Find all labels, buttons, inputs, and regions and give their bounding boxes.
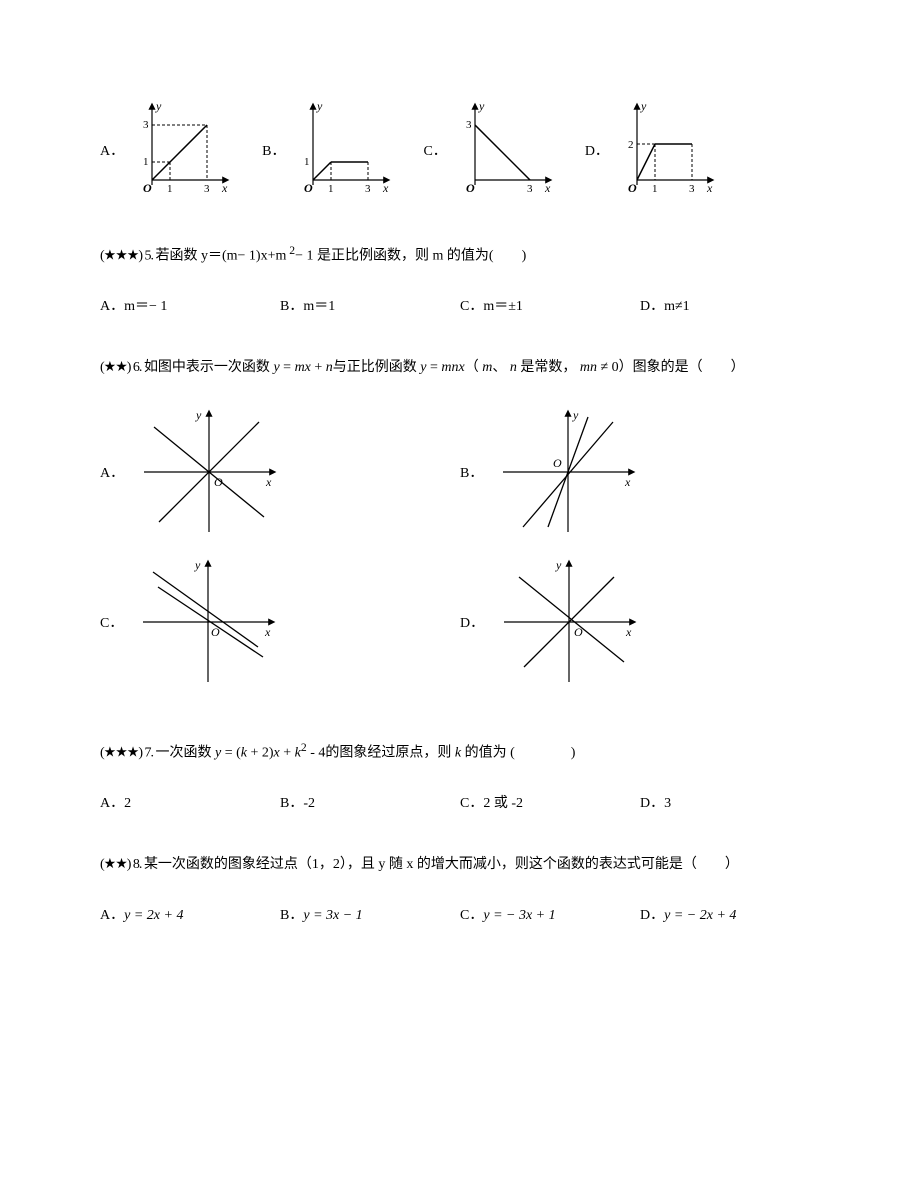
svg-text:1: 1 [167,183,173,195]
svg-text:y: y [316,100,323,113]
q5-answers: A．m＝− 1 B．m＝1 C．m＝±1 D．m≠1 [100,295,820,315]
q8-answers: A．y = 2x + 4 B．y = 3x − 1 C．y = − 3x + 1… [100,904,820,924]
q7-answer-b: B．-2 [280,792,460,812]
svg-text:y: y [155,100,162,113]
q4-option-c: C． 3 3 O x y [423,100,554,200]
q5-sup: 2 [286,244,295,257]
q4-graph-a: 3 1 1 3 O x y [132,100,232,200]
svg-text:x: x [544,181,551,195]
q7-prefix: (★★★) 7. [100,746,155,761]
q7-answer-a: A．2 [100,792,280,812]
svg-text:x: x [624,475,631,489]
q7-text: (★★★) 7. 一次函数 y = (k + 2)x + k2 - 4的图象经过… [100,737,820,767]
svg-text:x: x [706,181,713,195]
q8-body: 某一次函数的图象经过点（1，2），且 y 随 x 的增大而减小，则这个函数的表达… [144,857,739,872]
q8-prefix: (★★) 8. [100,857,144,872]
q7-answers: A．2 B．-2 C．2 或 -2 D．3 [100,792,820,812]
q8-answer-d: D．y = − 2x + 4 [640,904,820,924]
svg-text:O: O [574,625,583,639]
svg-text:y: y [640,100,647,113]
q6-prefix: (★★) 6. [100,360,144,375]
option-letter: D． [460,612,484,632]
q6-option-b: B． O x y [460,407,820,537]
q4-graph-d: 2 1 3 O x y [617,100,717,200]
q6-option-c: C． O x y [100,557,460,687]
q6-text: (★★) 6. 如图中表示一次函数 y = mx + n与正比例函数 y = m… [100,355,820,382]
q8-answer-b: B．y = 3x − 1 [280,904,460,924]
svg-text:1: 1 [652,183,658,195]
q7-answer-c: C．2 或 -2 [460,792,640,812]
q5-text: (★★★) 5. 若函数 y＝(m− 1)x+m 2− 1 是正比例函数，则 m… [100,240,820,270]
option-letter: C． [100,612,123,632]
svg-text:y: y [572,408,579,422]
svg-text:O: O [304,181,313,195]
q6-graph-b: O x y [493,407,643,537]
svg-text:O: O [214,475,223,489]
q5-answer-d: D．m≠1 [640,295,820,315]
q4-options: A． 3 1 1 3 O x y B． [100,100,820,200]
svg-text:y: y [194,558,201,572]
q6-option-d: D． O x y [460,557,820,687]
svg-text:3: 3 [204,183,210,195]
q6-option-a: A． O x y [100,407,460,537]
q7-answer-d: D．3 [640,792,820,812]
q8-answer-a: A．y = 2x + 4 [100,904,280,924]
svg-text:3: 3 [527,183,533,195]
q5-prefix: (★★★) 5. [100,249,155,264]
q4-graph-c: 3 3 O x y [455,100,555,200]
q6-graph-d: O x y [494,557,644,687]
svg-text:2: 2 [628,139,634,151]
q6-options: A． O x y B． O x y C． [100,407,820,707]
svg-text:O: O [143,181,152,195]
svg-text:1: 1 [304,156,310,168]
svg-text:O: O [628,181,637,195]
svg-text:1: 1 [328,183,334,195]
option-letter: D． [585,140,609,160]
q5-answer-b: B．m＝1 [280,295,460,315]
svg-text:3: 3 [466,119,472,131]
svg-text:x: x [265,475,272,489]
q8-answer-c: C．y = − 3x + 1 [460,904,640,924]
svg-text:3: 3 [143,119,149,131]
q4-graph-b: 1 1 3 O x y [293,100,393,200]
svg-text:O: O [466,181,475,195]
svg-text:3: 3 [365,183,371,195]
svg-text:y: y [478,100,485,113]
option-letter: A． [100,140,124,160]
svg-text:x: x [221,181,228,195]
option-letter: C． [423,140,446,160]
option-letter: B． [262,140,285,160]
q4-option-d: D． 2 1 3 O x y [585,100,717,200]
svg-text:O: O [553,456,562,470]
q6-graph-c: O x y [133,557,283,687]
svg-text:1: 1 [143,156,149,168]
q5-part-a: 若函数 y＝(m− 1)x+m [155,249,286,264]
q4-option-b: B． 1 1 3 O x y [262,100,393,200]
svg-text:y: y [195,408,202,422]
svg-text:x: x [264,625,271,639]
option-letter: B． [460,462,483,482]
svg-text:3: 3 [689,183,695,195]
svg-text:y: y [555,558,562,572]
option-letter: A． [100,462,124,482]
svg-text:x: x [382,181,389,195]
q5-part-b: − 1 是正比例函数，则 m 的值为( ) [295,249,526,264]
svg-text:x: x [625,625,632,639]
q8-text: (★★) 8. 某一次函数的图象经过点（1，2），且 y 随 x 的增大而减小，… [100,852,820,879]
q4-option-a: A． 3 1 1 3 O x y [100,100,232,200]
q5-answer-c: C．m＝±1 [460,295,640,315]
svg-text:O: O [211,625,220,639]
q5-answer-a: A．m＝− 1 [100,295,280,315]
q6-graph-a: O x y [134,407,284,537]
page: A． 3 1 1 3 O x y B． [0,0,920,1024]
